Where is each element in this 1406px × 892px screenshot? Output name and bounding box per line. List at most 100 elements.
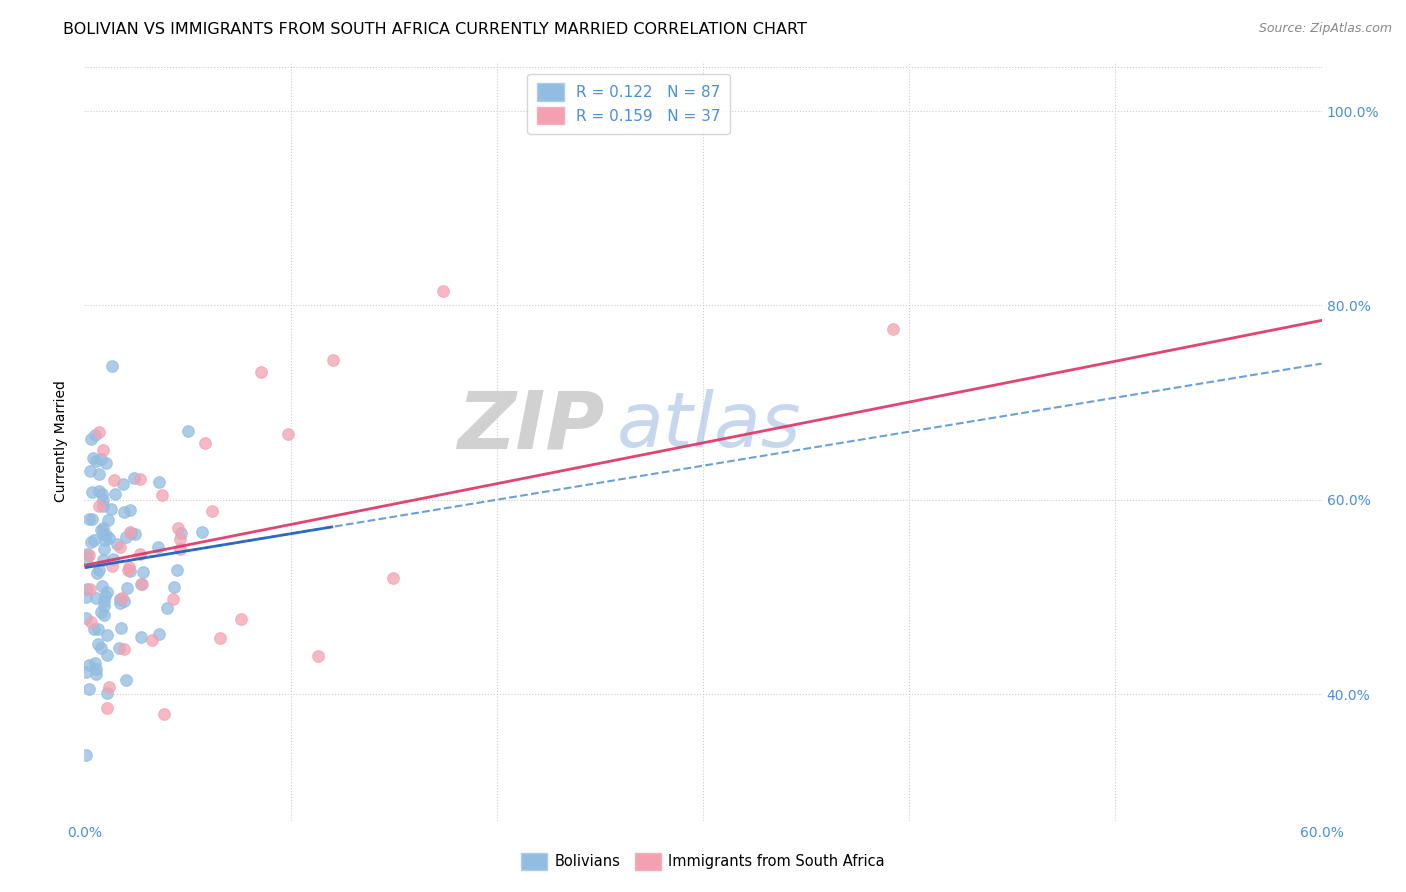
Point: [101, 559, 124, 574]
Point: [79, 582, 101, 596]
Point: [94, 589, 117, 603]
Point: [146, 540, 169, 554]
Point: [103, 474, 125, 488]
Point: [177, 424, 200, 438]
Point: [191, 524, 214, 539]
Point: [162, 592, 184, 607]
Point: [96, 585, 118, 599]
Point: [141, 633, 163, 648]
Point: [112, 504, 135, 518]
Text: ZIP: ZIP: [457, 387, 605, 466]
Point: [97, 681, 120, 695]
Point: [76, 582, 98, 596]
Point: [90, 523, 112, 537]
Point: [156, 601, 179, 615]
Point: [91, 487, 114, 501]
Point: [166, 521, 188, 535]
Point: [117, 581, 139, 595]
Text: atlas: atlas: [616, 390, 801, 463]
Point: [77, 682, 100, 697]
Point: [84, 591, 107, 605]
Point: [97, 531, 120, 545]
Point: [75, 591, 97, 605]
Point: [169, 526, 191, 541]
Point: [201, 504, 224, 518]
Point: [108, 540, 131, 554]
Point: [93, 541, 115, 556]
Point: [112, 594, 135, 608]
Point: [86, 454, 108, 468]
Point: [87, 499, 110, 513]
Point: [250, 365, 273, 379]
Point: [83, 533, 105, 548]
Point: [96, 648, 118, 662]
Point: [101, 551, 124, 566]
Point: [87, 637, 110, 651]
Point: [128, 547, 150, 561]
Point: [382, 571, 405, 585]
Point: [76, 610, 98, 624]
Point: [91, 521, 114, 535]
Point: [277, 426, 299, 441]
Point: [82, 450, 104, 465]
Point: [117, 563, 139, 577]
Point: [94, 527, 117, 541]
Point: [82, 485, 104, 500]
Point: [163, 580, 186, 594]
Point: [322, 353, 344, 368]
Point: [150, 488, 173, 502]
Point: [96, 628, 118, 642]
Point: [169, 533, 191, 547]
Point: [93, 500, 115, 514]
Point: [108, 591, 131, 606]
Point: [112, 642, 135, 657]
Point: [107, 537, 129, 551]
Point: [79, 549, 101, 563]
Point: [110, 621, 132, 635]
Point: [90, 452, 112, 467]
Text: BOLIVIAN VS IMMIGRANTS FROM SOUTH AFRICA CURRENTLY MARRIED CORRELATION CHART: BOLIVIAN VS IMMIGRANTS FROM SOUTH AFRICA…: [63, 22, 807, 37]
Point: [80, 512, 103, 526]
Point: [122, 471, 145, 485]
Point: [76, 548, 98, 562]
Point: [229, 612, 252, 626]
Point: [132, 566, 155, 580]
Text: Source: ZipAtlas.com: Source: ZipAtlas.com: [1258, 22, 1392, 36]
Point: [208, 631, 231, 645]
Point: [84, 662, 107, 676]
Point: [84, 666, 107, 681]
Point: [93, 593, 115, 607]
Point: [89, 483, 111, 498]
Point: [75, 665, 97, 679]
Point: [129, 576, 152, 591]
Y-axis label: Currently Married: Currently Married: [55, 381, 69, 502]
Point: [83, 428, 105, 442]
Point: [77, 512, 100, 526]
Point: [118, 560, 141, 574]
Point: [882, 322, 904, 336]
Point: [108, 596, 131, 610]
Point: [87, 467, 110, 481]
Point: [76, 551, 98, 566]
Point: [79, 464, 101, 478]
Point: [91, 527, 114, 541]
Point: [96, 686, 118, 700]
Point: [166, 563, 188, 577]
Point: [120, 502, 142, 516]
Point: [124, 527, 146, 541]
Point: [84, 656, 107, 670]
Point: [93, 599, 115, 614]
Point: [91, 443, 114, 458]
Point: [77, 657, 100, 672]
Point: [75, 747, 97, 762]
Point: [90, 579, 112, 593]
Point: [80, 535, 103, 549]
Point: [129, 472, 152, 486]
Point: [83, 622, 105, 636]
Point: [111, 591, 134, 606]
Point: [97, 513, 120, 527]
Point: [86, 566, 108, 580]
Point: [94, 533, 117, 548]
Point: [90, 605, 112, 619]
Point: [100, 502, 122, 516]
